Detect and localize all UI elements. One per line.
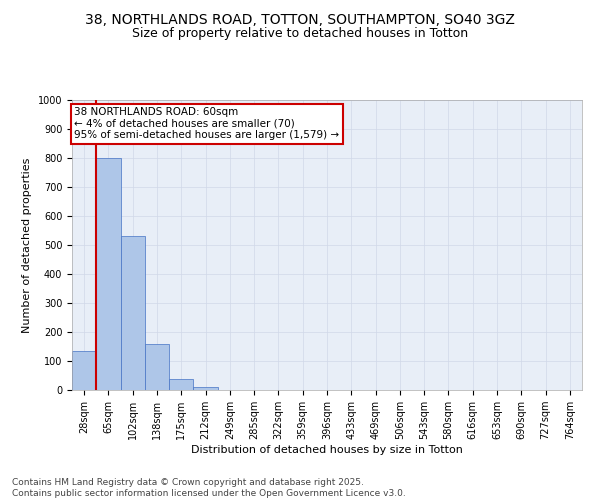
Bar xyxy=(193,386,218,390)
Y-axis label: Number of detached properties: Number of detached properties xyxy=(22,158,32,332)
Bar xyxy=(96,158,121,390)
Text: 38, NORTHLANDS ROAD, TOTTON, SOUTHAMPTON, SO40 3GZ: 38, NORTHLANDS ROAD, TOTTON, SOUTHAMPTON… xyxy=(85,12,515,26)
Text: 38 NORTHLANDS ROAD: 60sqm
← 4% of detached houses are smaller (70)
95% of semi-d: 38 NORTHLANDS ROAD: 60sqm ← 4% of detach… xyxy=(74,108,340,140)
Bar xyxy=(121,236,145,390)
Text: Size of property relative to detached houses in Totton: Size of property relative to detached ho… xyxy=(132,28,468,40)
Bar xyxy=(72,351,96,390)
Bar xyxy=(169,379,193,390)
Text: Contains HM Land Registry data © Crown copyright and database right 2025.
Contai: Contains HM Land Registry data © Crown c… xyxy=(12,478,406,498)
X-axis label: Distribution of detached houses by size in Totton: Distribution of detached houses by size … xyxy=(191,445,463,455)
Bar xyxy=(145,344,169,390)
